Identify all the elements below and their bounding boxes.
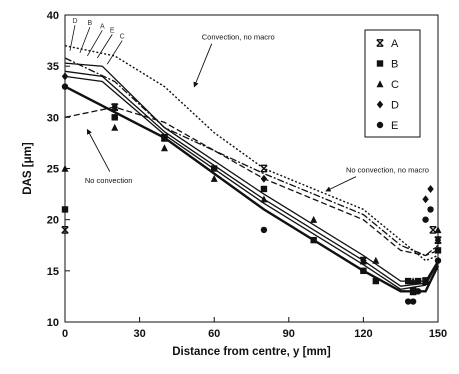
data-point-d [61,72,69,81]
y-tick-label: 40 [47,10,59,22]
axes: 0 30 60 90 120 150 10 15 20 25 30 35 40 Distance from… [22,10,447,358]
data-point-b [61,206,69,213]
curve-label-leader [87,30,103,57]
data-point-c [111,123,119,131]
data-point-e [61,83,69,90]
annotation-arrow [325,176,357,192]
legend-marker-d [376,100,384,109]
x-tick-label: 150 [429,328,447,340]
data-point-d [427,184,434,193]
annotation-3: No convection, no macro [346,166,429,175]
data-point-b [260,185,268,193]
curve-label-leader [69,25,76,51]
legend-label-e: E [391,120,398,132]
curve-label-b: B [88,20,93,27]
data-point-b [372,277,380,285]
measured-points [61,72,442,305]
data-point-e [111,114,118,121]
data-point-c [434,226,442,234]
data-point-e [360,267,367,275]
model-curve-dotted [64,45,439,262]
legend-label-c: C [391,79,399,91]
data-point-d [434,236,442,245]
data-point-a [260,164,268,173]
data-point-e [404,298,412,305]
data-point-c [160,144,168,152]
legend-marker-e [376,121,384,129]
annotation-1: Convection, no macro [202,33,275,42]
data-point-c [210,174,218,182]
model-curve-solid [64,70,439,287]
data-point-e [260,226,268,234]
data-point-d [360,256,367,265]
y-axis-title: DAS [μm] [22,142,34,195]
y-tick-label: 20 [47,215,59,227]
data-point-e [161,134,168,141]
legend-marker-b [376,60,384,67]
data-point-d [260,174,268,183]
legend-label-a: A [391,38,399,50]
annotation-2: No convection [85,176,133,185]
data-point-d [422,195,429,204]
data-point-a [429,226,437,234]
legend-box [364,29,421,138]
y-tick-label: 35 [47,61,59,73]
legend-marker-c [376,80,384,88]
data-point-d [409,287,417,296]
annotation-arrows [69,25,357,192]
x-tick-label: 30 [133,328,145,340]
data-point-e [434,257,442,264]
data-point-e [414,288,422,295]
data-point-a [61,226,69,234]
legend-marker-a [376,39,384,47]
legend-label-b: B [391,59,398,71]
data-point-e [427,206,434,213]
y-tick-label: 30 [47,112,59,124]
data-point-b [404,277,412,285]
data-point-c [372,256,380,264]
model-curve-dashed [64,106,439,257]
x-tick-label: 90 [283,328,295,340]
x-tick-label: 0 [62,328,68,340]
data-point-e [422,216,429,223]
data-point-d [111,103,118,112]
curve-label-leader [106,40,123,65]
x-axis-title: Distance from centre, y [mm] [172,346,331,358]
data-point-c [260,195,268,203]
model-curve-solid [64,75,439,290]
legend-label-d: D [391,100,399,112]
data-point-c [310,215,318,223]
data-point-b [414,277,422,285]
x-tick-label: 120 [354,328,372,340]
data-point-c [422,277,430,285]
curve-label-leader [79,27,91,54]
curve-label-c: C [120,34,125,41]
model-curve-dash-dot [64,57,439,257]
data-point-b [434,247,442,254]
annotation-arrow [193,43,213,88]
data-point-c [409,277,417,285]
curve-label-d: D [72,18,77,25]
y-tick-label: 10 [47,317,59,329]
y-tick-label: 25 [47,164,59,176]
data-point-b [310,236,317,244]
annotation-arrow [86,128,111,172]
curve-label-a: A [100,23,105,30]
data-point-b [211,165,218,172]
curve-label-e: E [110,27,115,34]
model-curve-solid [64,62,439,282]
x-tick-label: 60 [208,328,220,340]
y-tick-label: 15 [47,266,59,278]
data-point-e [409,298,417,305]
curve-label-leader [96,34,113,59]
